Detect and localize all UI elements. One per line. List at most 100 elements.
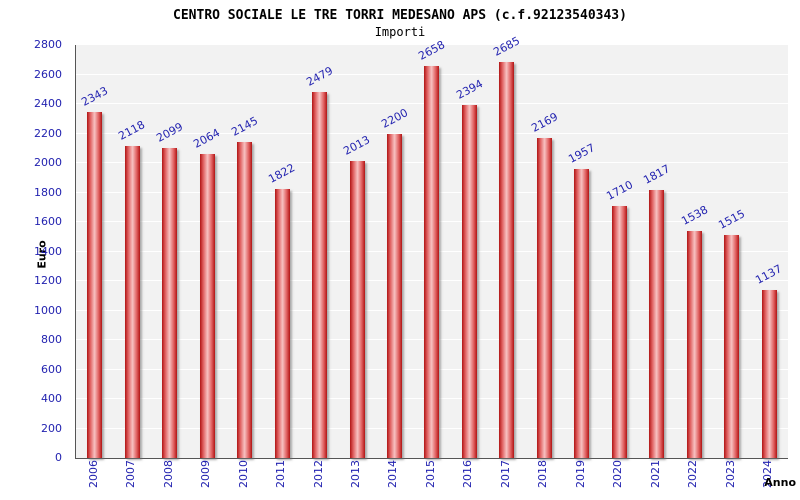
y-tick-label: 600 [41, 362, 62, 376]
x-tick-slot: 2016 [450, 460, 487, 500]
x-tick-slot: 2018 [525, 460, 562, 500]
x-tick-label: 2018 [536, 460, 550, 488]
x-tick-slot: 2008 [150, 460, 187, 500]
bar-value-label: 2145 [229, 113, 261, 139]
y-tick-label: 2200 [34, 126, 62, 140]
x-tick-slot: 2022 [675, 460, 712, 500]
x-tick-slot: 2012 [300, 460, 337, 500]
y-tick-label: 200 [41, 421, 62, 435]
x-axis-label: Anno [764, 476, 796, 489]
bar-2014 [386, 133, 402, 458]
bar-value-label: 1710 [603, 177, 635, 203]
bar-value-label: 2200 [379, 105, 410, 131]
x-tick-label: 2006 [86, 460, 100, 488]
bar-slot: 1538 [676, 45, 713, 458]
x-tick-label: 2007 [124, 460, 138, 488]
x-tick-slot: 2019 [562, 460, 599, 500]
x-tick-label: 2020 [611, 460, 625, 488]
bar-slot: 1822 [263, 45, 300, 458]
bar-slot: 2685 [488, 34, 525, 458]
x-tick-label: 2012 [311, 460, 325, 488]
bar-value-label: 1137 [753, 262, 785, 288]
x-tick-label: 2009 [199, 460, 213, 488]
x-tick-slot: 2006 [75, 460, 112, 500]
bar-slot: 2169 [526, 45, 563, 458]
y-tick-label: 2400 [34, 97, 62, 110]
x-tick-slot: 2007 [112, 460, 149, 500]
plot-area: 2343 2118 2099 2064 2145 1822 2479 2013 2200 2658… [75, 34, 788, 459]
bar-slot: 2343 [76, 45, 113, 458]
bar-2018 [536, 138, 552, 458]
y-tick-label: 2800 [34, 38, 62, 51]
bar-2021 [649, 190, 665, 458]
x-tick-label: 2023 [723, 460, 737, 488]
bar-value-label: 1515 [716, 206, 748, 232]
chart-title: CENTRO SOCIALE LE TRE TORRI MEDESANO APS… [173, 8, 627, 23]
x-tick-slot: 2014 [375, 460, 412, 500]
x-tick-slot: 2009 [187, 460, 224, 500]
bar-value-label: 2394 [454, 77, 485, 102]
bar-slot: 2064 [188, 45, 225, 458]
bar-2011 [274, 189, 290, 458]
y-tick-label: 1400 [34, 244, 62, 258]
bar-value-label: 2658 [416, 38, 448, 63]
bar-slot: 2394 [451, 45, 488, 458]
x-tick-label: 2021 [648, 460, 662, 488]
bar-slot: 1817 [638, 45, 675, 458]
gridline [76, 44, 788, 45]
x-tick-label: 2010 [236, 460, 250, 488]
bar-2010 [237, 141, 253, 458]
x-axis-labels: 2006 2007 2008 2009 2010 2011 2012 2013 2014 2015… [75, 460, 787, 500]
bar-2012 [312, 92, 328, 458]
bar-2015 [424, 65, 440, 458]
y-tick-label: 800 [41, 333, 62, 347]
bar-value-label: 1957 [566, 141, 598, 167]
bar-slot: 2099 [151, 45, 188, 458]
bar-slot: 2658 [413, 38, 450, 458]
bar-slot: 1710 [601, 45, 638, 458]
bar-slot: 2200 [376, 45, 413, 458]
x-tick-label: 2014 [386, 460, 400, 488]
x-tick-label: 2019 [573, 460, 587, 488]
y-tick-label: 400 [41, 392, 62, 406]
bar-2009 [199, 153, 215, 458]
bar-value-label: 2099 [154, 120, 186, 146]
bar-2016 [461, 104, 477, 458]
x-tick-label: 2017 [498, 460, 512, 488]
bar-slot: 2145 [226, 45, 263, 458]
x-tick-label: 2022 [686, 460, 700, 488]
bar-value-label: 2479 [304, 64, 335, 90]
x-tick-slot: 2011 [262, 460, 299, 500]
bar-slot: 1137 [750, 45, 787, 458]
x-tick-slot: 2021 [637, 460, 674, 500]
bar-2023 [724, 234, 740, 458]
bar-value-label: 2169 [528, 110, 560, 135]
y-tick-label: 1800 [34, 185, 62, 199]
chart-subtitle: Importi [374, 25, 426, 39]
bar-slot: 1957 [563, 45, 600, 458]
y-tick-label: 2000 [34, 156, 62, 169]
bar-2006 [87, 112, 103, 458]
x-tick-label: 2008 [161, 460, 175, 488]
bar-value-label: 1538 [678, 203, 710, 228]
bar-value-label: 2013 [341, 133, 373, 158]
bar-2007 [124, 145, 140, 458]
x-tick-slot: 2020 [600, 460, 637, 500]
bar-value-label: 2064 [191, 125, 223, 151]
x-tick-slot: 2010 [225, 460, 262, 500]
x-tick-slot: 2013 [337, 460, 374, 500]
bar-slot: 2013 [338, 45, 375, 458]
y-tick-label: 2600 [34, 67, 62, 81]
x-tick-label: 2015 [423, 460, 437, 488]
bar-2022 [686, 231, 702, 458]
bar-slot: 2118 [113, 45, 150, 458]
bar-2019 [574, 169, 590, 458]
x-tick-label: 2011 [274, 460, 288, 488]
y-tick-label: 0 [55, 451, 62, 464]
bar-2008 [162, 148, 178, 458]
y-tick-label: 1000 [34, 303, 62, 317]
bar-value-label: 2118 [116, 117, 148, 143]
bar-2020 [611, 205, 627, 458]
y-axis-ticks: 0 200 400 600 800 1000 1200 1400 1600 1800 2000 220… [0, 39, 70, 464]
